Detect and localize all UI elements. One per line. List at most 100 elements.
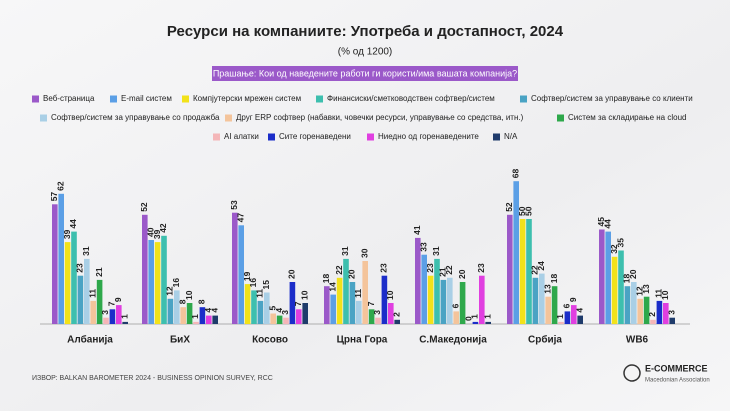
bar <box>650 319 656 324</box>
value-label: 33 <box>418 242 428 252</box>
chart-subtitle: (% од 1200) <box>338 47 393 58</box>
value-label: 35 <box>615 238 625 248</box>
value-label: 4 <box>209 308 219 313</box>
value-label: 9 <box>568 297 578 302</box>
x-tick-label: Србија <box>528 334 562 346</box>
legend-label: Софтвер/систем за управување со клиенти <box>531 94 693 103</box>
value-label: 10 <box>660 290 670 300</box>
value-label: 16 <box>248 278 258 288</box>
value-label: 18 <box>549 273 559 283</box>
legend-label: Софтвер/систем за управување со продажба <box>51 113 220 122</box>
bar <box>631 282 637 324</box>
bar <box>71 231 77 324</box>
logo-icon <box>623 364 641 382</box>
legend-label: N/A <box>504 132 518 141</box>
value-label: 52 <box>139 202 149 212</box>
value-label: 22 <box>334 265 344 275</box>
bar <box>212 315 218 324</box>
value-label: 7 <box>107 301 117 306</box>
bar <box>605 231 611 324</box>
bar <box>109 309 116 324</box>
value-label: 21 <box>438 267 448 277</box>
bar <box>349 282 356 324</box>
value-label: 10 <box>184 290 194 300</box>
legend-swatch <box>316 95 323 103</box>
legend-label: E-mail систем <box>121 94 172 103</box>
bar <box>174 290 180 324</box>
bar <box>427 275 434 324</box>
value-label: 53 <box>229 200 239 210</box>
bar <box>257 300 264 324</box>
value-label: 44 <box>602 219 612 229</box>
value-label: 9 <box>113 297 123 302</box>
value-label: 18 <box>622 273 632 283</box>
bar <box>453 311 459 324</box>
bar <box>545 296 551 324</box>
bar <box>289 282 296 324</box>
bar <box>611 256 618 324</box>
value-label: 22 <box>530 265 540 275</box>
value-label: 13 <box>641 284 651 294</box>
bar <box>507 214 513 324</box>
legend-label: Друг ERP софтвер (набавки, човечки ресур… <box>236 113 524 122</box>
bar <box>375 317 381 324</box>
value-label: 57 <box>49 192 59 202</box>
source: ИЗВОР: BALKAN BAROMETER 2024 - BUSINESS … <box>32 375 273 382</box>
bar <box>440 279 447 324</box>
value-label: 32 <box>609 244 619 254</box>
legend-label: Компјутерски мрежен систем <box>193 94 301 103</box>
value-label: 3 <box>280 310 290 315</box>
x-tick-label: БиХ <box>170 335 190 346</box>
value-label: 20 <box>287 269 297 279</box>
value-label: 8 <box>177 299 187 304</box>
value-label: 50 <box>523 206 533 216</box>
bar <box>167 298 174 324</box>
bar <box>84 258 90 324</box>
value-label: 23 <box>75 263 85 273</box>
bar <box>324 286 330 324</box>
bar <box>519 219 526 324</box>
bar <box>264 292 270 324</box>
value-label: 23 <box>425 263 435 273</box>
x-tick-label: WB6 <box>626 335 649 346</box>
bar <box>148 240 154 324</box>
value-label: 31 <box>81 246 91 256</box>
value-label: 4 <box>203 308 213 313</box>
legend-swatch <box>268 133 275 141</box>
value-label: 1 <box>190 314 200 319</box>
bar <box>618 250 624 324</box>
value-label: 3 <box>666 310 676 315</box>
value-label: 5 <box>267 306 277 311</box>
value-label: 20 <box>347 269 357 279</box>
bar <box>643 296 650 324</box>
bar <box>637 298 643 324</box>
bar <box>58 193 64 324</box>
bar <box>669 317 675 324</box>
value-label: 14 <box>327 282 337 292</box>
bar <box>296 309 302 324</box>
value-label: 1 <box>119 314 129 319</box>
value-label: 4 <box>274 308 284 313</box>
bar <box>564 311 571 324</box>
legend-label: AI алатки <box>224 132 259 141</box>
value-label: 13 <box>542 284 552 294</box>
value-label: 18 <box>321 273 331 283</box>
value-label: 50 <box>517 206 527 216</box>
value-label: 23 <box>379 263 389 273</box>
bar <box>599 229 605 324</box>
bar <box>161 235 167 324</box>
value-label: 11 <box>654 289 664 298</box>
bar <box>479 275 485 324</box>
value-label: 12 <box>165 286 175 296</box>
bar <box>251 290 257 324</box>
value-label: 45 <box>596 217 606 227</box>
value-label: 52 <box>504 202 514 212</box>
value-label: 16 <box>171 278 181 288</box>
bar <box>472 321 479 324</box>
bar <box>577 315 583 324</box>
x-tick-label: Албанија <box>67 334 113 346</box>
bar <box>624 286 631 324</box>
logo-name: E-COMMERCE <box>645 363 708 373</box>
legend-swatch <box>367 133 374 141</box>
question: Прашање: Кои од наведените работи ги кор… <box>213 68 517 78</box>
